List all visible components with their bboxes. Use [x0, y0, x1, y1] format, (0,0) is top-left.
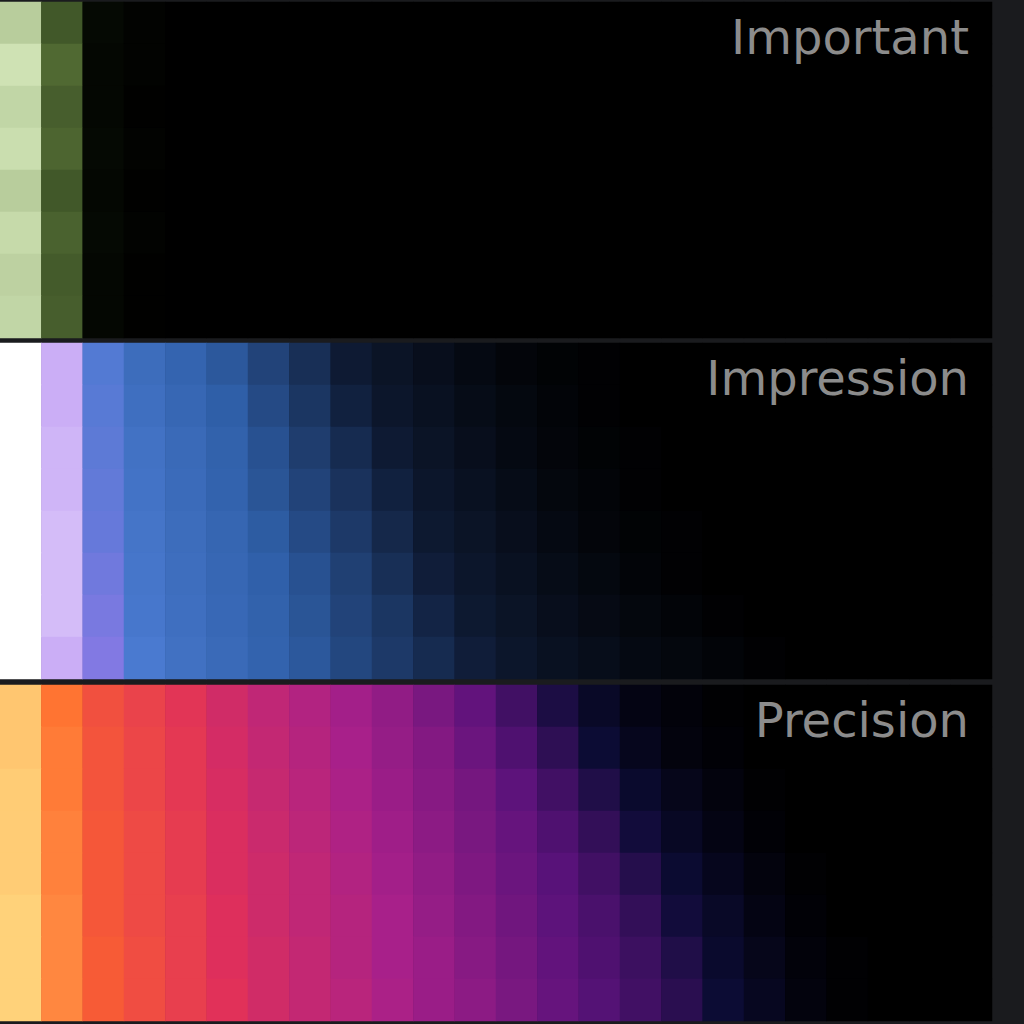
svg-text:Important: Important: [731, 9, 969, 65]
svg-text:Impression: Impression: [706, 350, 969, 406]
svg-text:Precision: Precision: [755, 692, 969, 748]
